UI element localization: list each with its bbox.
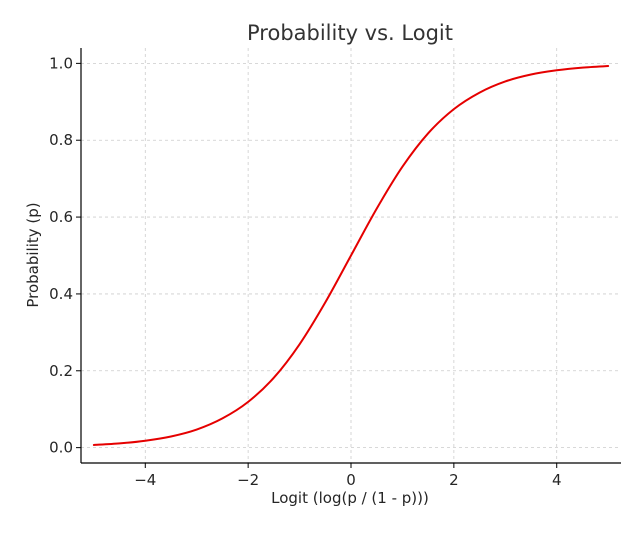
axes (76, 48, 621, 468)
y-tick-label: 0.2 (49, 362, 73, 380)
y-tick-label: 0.6 (49, 208, 73, 226)
grid (81, 48, 621, 463)
chart-title: Probability vs. Logit (247, 21, 453, 45)
y-axis-title: Probability (p) (24, 202, 42, 307)
tick-labels: −4 −2 0 2 4 0.0 0.2 0.4 0.6 0.8 1.0 (49, 54, 561, 489)
x-tick-label: 0 (346, 471, 356, 489)
y-tick-label: 0.0 (49, 439, 73, 457)
x-tick-label: 2 (449, 471, 459, 489)
y-tick-label: 0.4 (49, 285, 73, 303)
series-layer (92, 65, 610, 446)
x-tick-label: −4 (134, 471, 156, 489)
x-tick-label: 4 (552, 471, 562, 489)
x-tick-label: −2 (237, 471, 259, 489)
y-tick-label: 0.8 (49, 131, 73, 149)
series-line (92, 65, 610, 446)
y-tick-label: 1.0 (49, 54, 73, 72)
x-axis-title: Logit (log(p / (1 - p))) (271, 489, 429, 507)
